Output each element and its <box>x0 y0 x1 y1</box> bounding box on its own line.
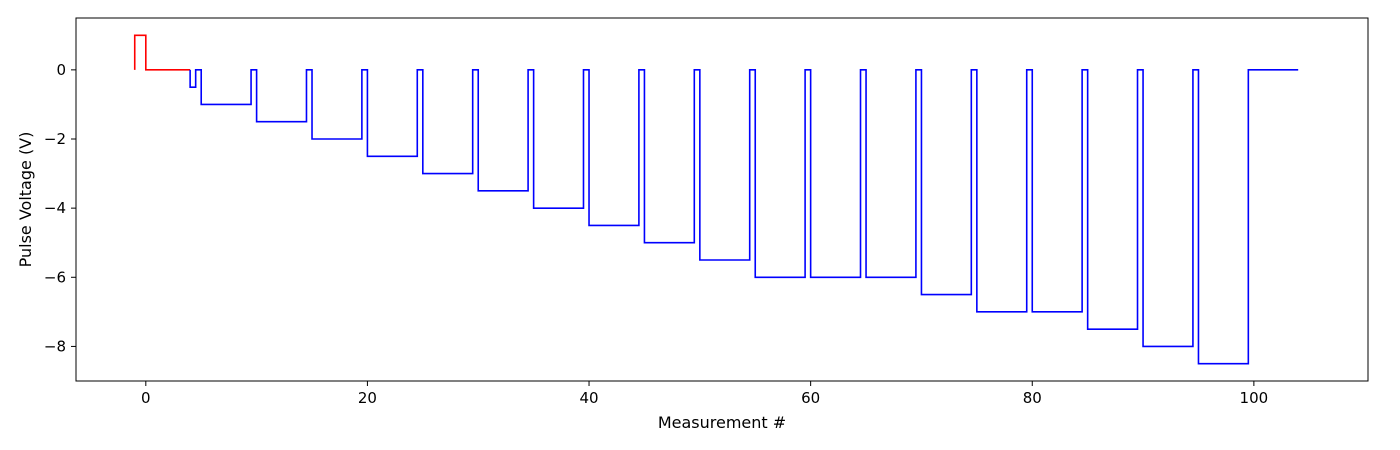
y-tick-label: −2 <box>44 130 66 148</box>
x-tick-label: 80 <box>1023 389 1042 407</box>
x-tick-label: 40 <box>579 389 598 407</box>
series-line-1 <box>189 69 1299 365</box>
x-tick-label: 60 <box>801 389 820 407</box>
series-layer <box>133 34 1299 365</box>
y-tick-label: −8 <box>44 337 66 355</box>
y-tick-label: −4 <box>44 199 66 217</box>
series-line-0 <box>133 34 191 71</box>
y-axis: 0 −2 −4 −6 −8 <box>44 61 76 355</box>
plot-frame <box>75 17 1369 382</box>
x-axis: 0 20 40 60 80 100 <box>141 381 1268 407</box>
x-tick-label: 20 <box>358 389 377 407</box>
y-tick-label: −6 <box>44 268 66 286</box>
x-axis-label: Measurement # <box>658 413 786 432</box>
x-tick-label: 100 <box>1240 389 1269 407</box>
y-axis-label: Pulse Voltage (V) <box>16 132 35 268</box>
y-tick-label: 0 <box>56 61 66 79</box>
plot-area <box>76 18 1368 381</box>
x-tick-label: 0 <box>141 389 151 407</box>
